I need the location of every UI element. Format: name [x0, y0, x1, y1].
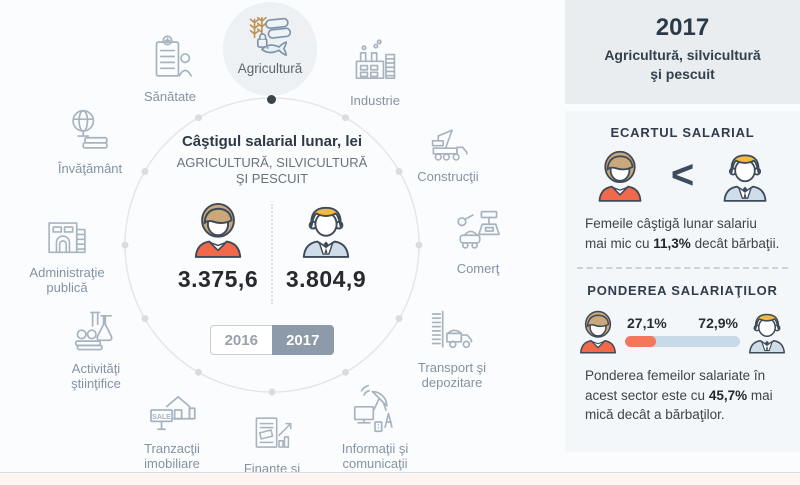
year-2016-button[interactable]: 2016 [210, 325, 272, 355]
sector-item-agricultura-selected[interactable]: Agricultură [223, 2, 317, 96]
sector-label: imobiliare [144, 456, 200, 472]
sidebar-year: 2017 [655, 14, 710, 41]
factory-icon [355, 39, 396, 80]
share-heading: PONDEREA SALARIAŢILOR [587, 283, 778, 299]
sector-item-invatamant[interactable]: Învăţământ [28, 104, 152, 176]
female-share-value: 27,1% [627, 315, 667, 332]
sector-item-administratie[interactable]: Administraţie publică [5, 210, 129, 296]
woman-avatar [595, 148, 645, 202]
male-salary-value: 3.804,9 [285, 266, 367, 292]
sector-label: depozitare [421, 375, 483, 391]
house-sale-icon: SALE [150, 396, 196, 431]
male-share-value: 72,9% [698, 315, 738, 332]
sector-label: Administraţie [29, 265, 105, 280]
year-2017-button[interactable]: 2017 [271, 325, 334, 355]
sidebar-header: 2017 Agricultură, silvicultură şi pescui… [565, 0, 800, 104]
sector-item-informatii[interactable]: Informaţii şi comunicaţii [313, 384, 437, 472]
divider [271, 204, 273, 304]
sector-label: Comerţ [456, 261, 500, 276]
sector-label: Sănătate [143, 89, 197, 104]
agriculture-icon [249, 16, 292, 56]
sector-label: Construcţii [417, 169, 479, 184]
sector-label: comunicaţii [342, 456, 408, 472]
wheel-title: Câştigul salarial lunar, lei [181, 133, 363, 150]
share-row: 27,1% 72,9% [565, 308, 800, 354]
cash-register-icon [457, 210, 500, 249]
science-flask-icon [74, 311, 113, 351]
satellite-dish-icon [353, 384, 393, 433]
selected-sector-dot [267, 95, 276, 104]
gap-text: Femeile câştigă lunar salariu mai mic cu… [585, 216, 780, 251]
sector-label: Învăţământ [57, 161, 123, 176]
wheel-subtitle-line1: AGRICULTURĂ, SILVICULTURĂ [176, 155, 368, 170]
crane-truck-icon [431, 129, 468, 161]
dashed-divider [577, 267, 788, 270]
sector-item-constructii[interactable]: Construcţii [386, 114, 510, 184]
year-toggle: 2016 2017 [210, 325, 334, 355]
sector-label: Informaţii şi [341, 441, 409, 456]
female-salary-cell: 3.375,6 [165, 200, 271, 304]
sector-label: Tranzacţii [144, 441, 200, 456]
sector-label: publică [46, 280, 88, 296]
truck-warehouse-icon [431, 310, 473, 349]
male-salary-cell: 3.804,9 [273, 200, 379, 304]
salary-comparison: 3.375,6 3.804,9 [157, 200, 387, 304]
man-avatar [720, 148, 770, 202]
sector-item-sanatate[interactable]: Sănătate [108, 32, 232, 104]
woman-avatar [577, 308, 619, 354]
sector-label: Industrie [350, 93, 400, 108]
gap-icons-row: < [565, 148, 800, 202]
education-globe-icon [72, 109, 108, 149]
wheel-subtitle-line2: ŞI PESCUIT [235, 171, 309, 186]
finance-chart-icon [255, 417, 292, 448]
sector-item-imobiliare[interactable]: SALE Tranzacţii imobiliare [110, 382, 234, 472]
sector-item-transport[interactable]: Transport şi depozitare [390, 303, 514, 391]
sector-label: Transport şi [417, 360, 487, 375]
gap-heading: ECARTUL SALARIAL [610, 125, 755, 140]
sale-sign-text: SALE [152, 414, 171, 421]
sector-wheel-panel: Agricultură Sănătate Industri [5, 2, 540, 476]
sidebar-stats: ECARTUL SALARIAL < Femeile câştigă lunar… [565, 111, 800, 452]
share-text: Ponderea femeilor salariate în acest sec… [585, 368, 773, 423]
share-bar-track [625, 336, 740, 348]
sidebar-sector-name: Agricultură, silvicultură şi pescuit [604, 47, 761, 82]
sector-label: ştiinţifice [71, 376, 121, 392]
share-bar-block: 27,1% 72,9% [625, 315, 740, 348]
sector-item-comert[interactable]: Comerţ [416, 204, 540, 276]
summary-sidebar: 2017 Agricultură, silvicultură şi pescui… [565, 0, 800, 485]
less-than-symbol: < [670, 153, 695, 197]
man-avatar [746, 308, 788, 354]
sector-item-stiintifice[interactable]: Activităţi ştiinţifice [34, 304, 158, 392]
sector-label: Activităţi [71, 361, 121, 376]
sector-label-agricultura: Agricultură [237, 61, 303, 76]
woman-avatar [191, 200, 245, 258]
health-icon [155, 35, 192, 77]
female-salary-value: 3.375,6 [177, 266, 259, 292]
next-section-edge [0, 472, 800, 485]
public-building-icon [48, 222, 86, 254]
man-avatar [299, 200, 353, 258]
share-bar-fill [625, 336, 657, 348]
sector-item-industrie[interactable]: Industrie [313, 36, 437, 108]
